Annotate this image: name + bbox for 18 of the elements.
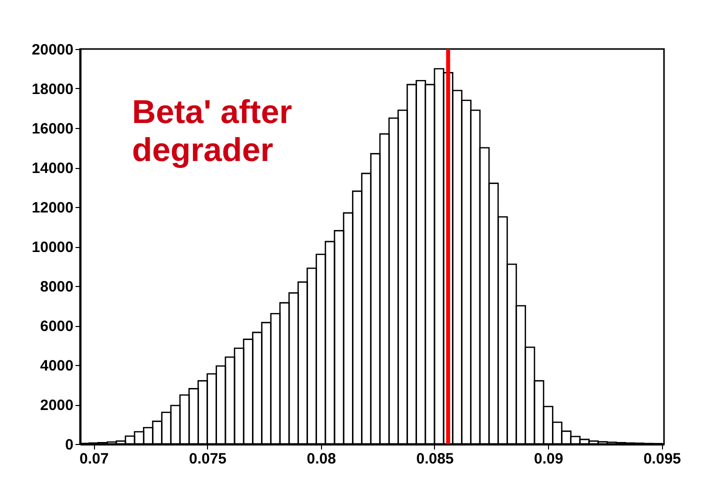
y-tick-label: 2000 — [40, 397, 74, 414]
x-tick-label: 0.08 — [306, 450, 336, 468]
x-tick-label: 0.095 — [643, 450, 681, 468]
x-tick-label: 0.075 — [188, 450, 227, 468]
y-tick-label: 10000 — [32, 239, 74, 256]
y-tick-label: 12000 — [32, 200, 74, 216]
y-tick-label: 8000 — [40, 278, 74, 296]
x-tick-label: 0.07 — [80, 450, 109, 468]
y-tick-label: 16000 — [32, 120, 74, 138]
annotation: Beta' after degrader — [132, 93, 292, 168]
y-tick-label: 18000 — [32, 81, 74, 98]
y-tick-label: 0 — [65, 436, 74, 454]
y-tick-label: 14000 — [32, 160, 74, 177]
x-tick-label: 0.09 — [534, 450, 564, 468]
y-tick-label: 6000 — [40, 318, 74, 335]
y-tick-label: 4000 — [40, 358, 74, 374]
y-tick-label: 20000 — [32, 42, 74, 58]
x-tick-label: 0.085 — [416, 450, 454, 468]
